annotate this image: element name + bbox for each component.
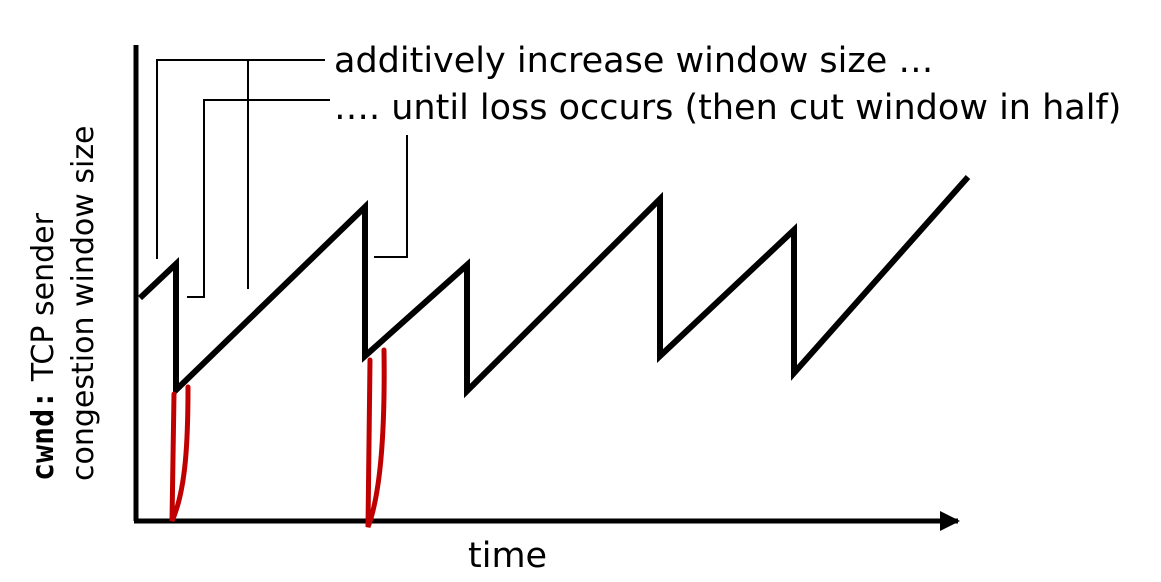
- y-axis-label-code: cwnd:: [26, 391, 61, 481]
- y-axis-label-line1: cwnd: TCP sender: [26, 212, 61, 481]
- cwnd-sawtooth-line: [137, 175, 971, 399]
- leader-line-loss-left: [187, 99, 330, 298]
- x-axis-label: time: [468, 536, 547, 576]
- leader-line-loss-right: [374, 135, 408, 258]
- slow-start-loop-2: [365, 347, 387, 528]
- annotation-increase: additively increase window size …: [334, 41, 933, 81]
- y-axis-label-line2: congestion window size: [66, 125, 101, 481]
- slow-start-loop-1: [169, 384, 191, 523]
- y-axis-label-line1-rest: TCP sender: [26, 212, 61, 390]
- y-axis-label: cwnd: TCP sender congestion window size: [26, 125, 101, 481]
- annotation-loss: …. until loss occurs (then cut window in…: [334, 88, 1121, 128]
- leader-line-increase-left: [156, 59, 325, 259]
